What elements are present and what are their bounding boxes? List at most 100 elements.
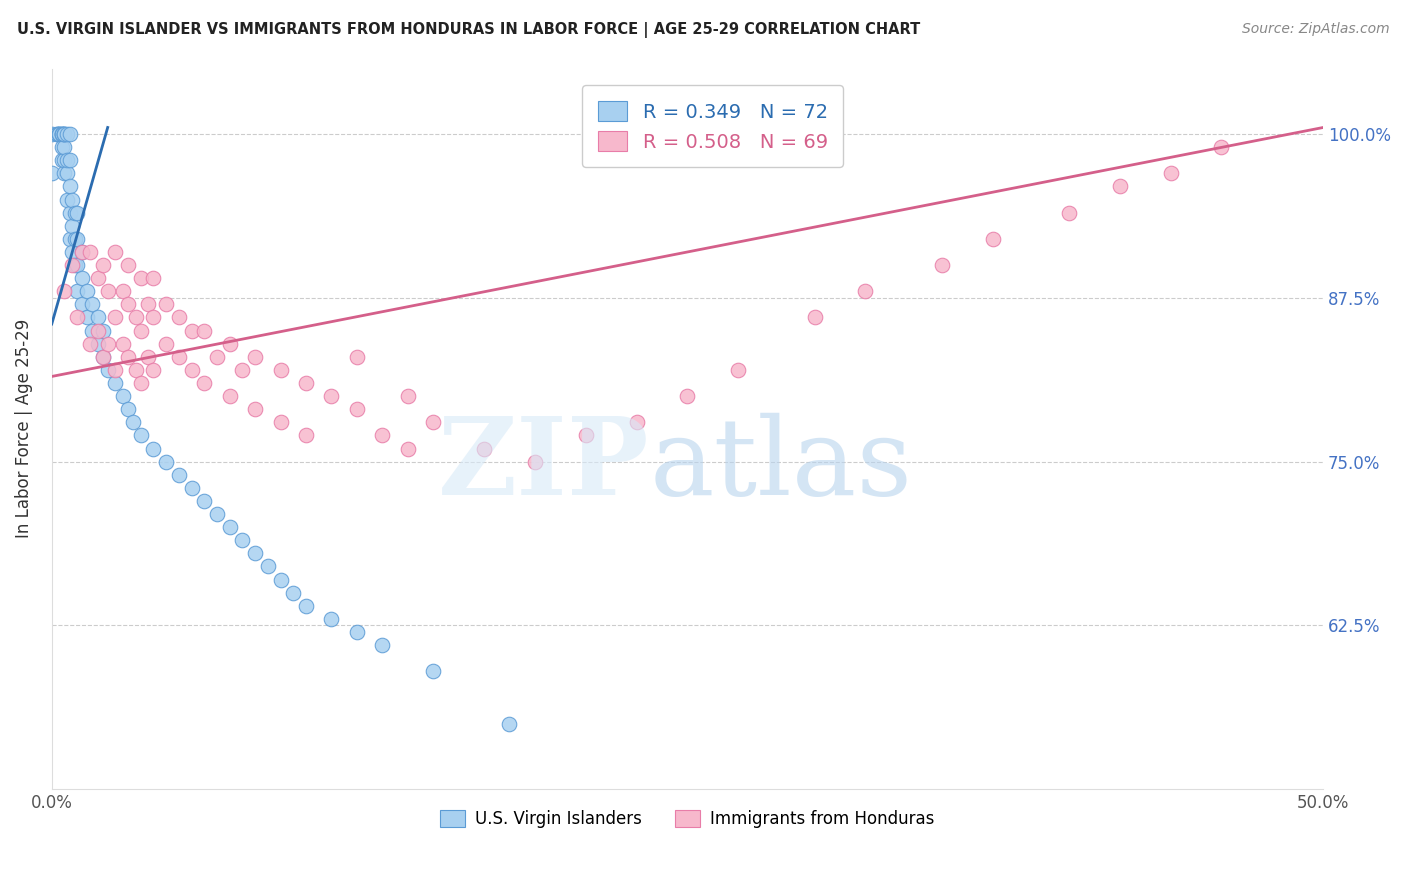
Point [82, 324, 104, 338]
Point [111, 285, 134, 299]
Point [676, 389, 699, 403]
Point [66, 258, 89, 272]
Point [97, 285, 120, 299]
Point [155, 336, 177, 351]
Point [58, 232, 80, 246]
Point [142, 310, 165, 325]
Point [72, 244, 94, 259]
Point [931, 258, 953, 272]
Point [321, 612, 343, 626]
Point [270, 415, 292, 429]
Point [72, 244, 94, 259]
Point [56, 193, 79, 207]
Point [396, 389, 419, 403]
Point [205, 350, 228, 364]
Point [295, 428, 318, 442]
Point [218, 336, 240, 351]
Point [41, 127, 63, 141]
Point [626, 415, 648, 429]
Point [86, 271, 108, 285]
Point [104, 376, 127, 390]
Point [1057, 205, 1080, 219]
Point [295, 599, 318, 613]
Point [60, 244, 83, 259]
Point [981, 232, 1004, 246]
Point [56, 166, 79, 180]
Point [91, 350, 114, 364]
Point [82, 297, 104, 311]
Point [48, 127, 70, 141]
Point [727, 363, 749, 377]
Point [1211, 140, 1233, 154]
Point [51, 127, 73, 141]
Point [51, 127, 73, 141]
Point [41, 166, 63, 180]
Point [111, 389, 134, 403]
Point [138, 297, 160, 311]
Point [58, 205, 80, 219]
Point [124, 363, 146, 377]
Point [129, 376, 152, 390]
Point [129, 428, 152, 442]
Point [855, 285, 877, 299]
Point [167, 467, 190, 482]
Text: ZIP: ZIP [437, 412, 650, 518]
Point [56, 127, 79, 141]
Point [346, 402, 368, 417]
Point [97, 336, 120, 351]
Point [53, 166, 76, 180]
Point [91, 350, 114, 364]
Point [295, 376, 318, 390]
Point [51, 153, 73, 168]
Point [86, 336, 108, 351]
Point [58, 153, 80, 168]
Point [803, 310, 825, 325]
Point [180, 324, 202, 338]
Point [66, 232, 89, 246]
Point [575, 428, 598, 442]
Point [193, 324, 215, 338]
Point [117, 350, 139, 364]
Point [346, 350, 368, 364]
Point [155, 297, 177, 311]
Point [51, 127, 73, 141]
Point [117, 258, 139, 272]
Point [346, 624, 368, 639]
Point [231, 363, 253, 377]
Point [124, 310, 146, 325]
Point [58, 179, 80, 194]
Point [167, 310, 190, 325]
Point [66, 205, 89, 219]
Point [129, 271, 152, 285]
Point [1108, 179, 1130, 194]
Point [243, 546, 266, 560]
Point [63, 258, 86, 272]
Point [86, 310, 108, 325]
Point [218, 520, 240, 534]
Point [155, 455, 177, 469]
Point [193, 494, 215, 508]
Point [180, 363, 202, 377]
Point [270, 363, 292, 377]
Text: U.S. VIRGIN ISLANDER VS IMMIGRANTS FROM HONDURAS IN LABOR FORCE | AGE 25-29 CORR: U.S. VIRGIN ISLANDER VS IMMIGRANTS FROM … [17, 22, 920, 38]
Point [63, 232, 86, 246]
Point [72, 297, 94, 311]
Point [523, 455, 546, 469]
Point [142, 363, 165, 377]
Point [56, 153, 79, 168]
Point [1160, 166, 1182, 180]
Point [76, 285, 98, 299]
Point [117, 297, 139, 311]
Point [53, 140, 76, 154]
Point [60, 193, 83, 207]
Point [129, 324, 152, 338]
Legend: U.S. Virgin Islanders, Immigrants from Honduras: U.S. Virgin Islanders, Immigrants from H… [433, 804, 942, 835]
Point [257, 559, 280, 574]
Point [205, 507, 228, 521]
Point [66, 285, 89, 299]
Point [111, 336, 134, 351]
Point [371, 428, 394, 442]
Point [142, 271, 165, 285]
Point [422, 415, 444, 429]
Point [193, 376, 215, 390]
